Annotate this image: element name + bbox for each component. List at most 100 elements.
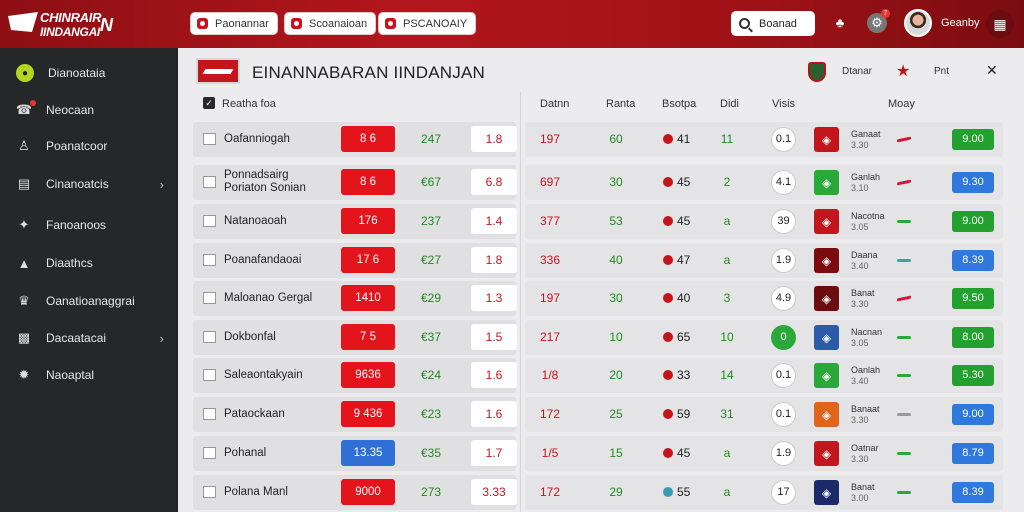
- value-button[interactable]: 8.79: [952, 443, 994, 464]
- sidebar-item-8[interactable]: ▩ Dacaatacai ›: [17, 330, 164, 346]
- team-flag-icon: [203, 331, 216, 343]
- header-label-1[interactable]: Dtanar: [842, 66, 873, 77]
- user-name[interactable]: Geanby: [941, 17, 980, 29]
- sidebar-item-1[interactable]: ● Dianoataia: [0, 55, 178, 91]
- stats-row[interactable]: 172 29 55 a 17 ◈ Banat 3.00 8.39: [525, 475, 1003, 510]
- rating-circle[interactable]: 4.1: [771, 170, 796, 195]
- column-header-2[interactable]: Ranta: [606, 98, 636, 110]
- table-row[interactable]: Dokbonfal 7 5 €37 1.5: [193, 320, 517, 355]
- score-box[interactable]: 9000: [341, 479, 395, 505]
- stat-value-1: 336: [539, 253, 561, 267]
- stats-row[interactable]: 1/5 15 45 a 1.9 ◈ Oatnar 3.30 8.79: [525, 436, 1003, 471]
- rating-circle[interactable]: 1.9: [771, 248, 796, 273]
- column-header-5[interactable]: Visis: [772, 98, 796, 110]
- score-box[interactable]: 9 436: [341, 401, 395, 427]
- column-header-1[interactable]: Datnn: [540, 98, 570, 110]
- table-row[interactable]: Pataockaan 9 436 €23 1.6: [193, 397, 517, 432]
- odds-button[interactable]: 1.8: [471, 247, 517, 273]
- value-button[interactable]: 9.30: [952, 172, 994, 193]
- search-box[interactable]: Boanad: [731, 11, 815, 36]
- club-info: Nacotna 3.05: [851, 211, 885, 232]
- value-button[interactable]: 9.50: [952, 288, 994, 309]
- nav-pill-3[interactable]: PSCANOAIY: [378, 12, 477, 35]
- rating-circle[interactable]: 0.1: [771, 363, 796, 388]
- value-button[interactable]: 8.00: [952, 327, 994, 348]
- checkbox-icon[interactable]: ✓: [203, 97, 215, 109]
- sidebar-item-9[interactable]: ✹ Naoaptal: [0, 357, 178, 393]
- rating-circle[interactable]: 4.9: [771, 286, 796, 311]
- odds-button[interactable]: 1.6: [471, 401, 517, 427]
- score-box[interactable]: 9636: [341, 362, 395, 388]
- sidebar-item-4[interactable]: ▤ Cinanoatcis ›: [17, 176, 164, 192]
- score-box[interactable]: 8 6: [341, 169, 395, 195]
- table-row[interactable]: Ponnadsairg Poriaton Sonian 8 6 €67 6.8: [193, 165, 517, 200]
- score-box[interactable]: 1410: [341, 285, 395, 311]
- stats-row[interactable]: 697 30 45 2 4.1 ◈ Ganlah 3.10 9.30: [525, 165, 1003, 200]
- rating-circle[interactable]: 0.1: [771, 127, 796, 152]
- column-header-matches[interactable]: Reatha foa: [222, 98, 276, 110]
- trend-arrow-icon: [897, 179, 911, 186]
- score-box[interactable]: 17 6: [341, 247, 395, 273]
- odds-button[interactable]: 1.3: [471, 285, 517, 311]
- odds-button[interactable]: 1.8: [471, 126, 517, 152]
- odds-button[interactable]: 1.6: [471, 362, 517, 388]
- sidebar-item-7[interactable]: ♛ Oanatioanaggrai: [0, 283, 178, 319]
- stat-value-1: 172: [539, 485, 561, 499]
- table-row[interactable]: Poanafandaoai 17 6 €27 1.8: [193, 243, 517, 278]
- odds-button[interactable]: 3.33: [471, 479, 517, 505]
- app-logo[interactable]: CHINRAIR IINDANGAIN: [8, 8, 132, 40]
- menu-icon[interactable]: ▦: [986, 10, 1014, 38]
- odds-button[interactable]: 6.8: [471, 169, 517, 195]
- team-icon[interactable]: ♣: [835, 15, 845, 30]
- nav-pill-2[interactable]: Scoanaioan: [284, 12, 377, 35]
- column-header-6[interactable]: Moay: [888, 98, 915, 110]
- rating-circle[interactable]: 1.9: [771, 441, 796, 466]
- rating-circle[interactable]: 0.1: [771, 402, 796, 427]
- value-button[interactable]: 5.30: [952, 365, 994, 386]
- score-box[interactable]: 8 6: [341, 126, 395, 152]
- score-box[interactable]: 7 5: [341, 324, 395, 350]
- star-icon[interactable]: ★: [896, 63, 911, 80]
- stats-row[interactable]: 377 53 45 a 39 ◈ Nacotna 3.05 9.00: [525, 204, 1003, 239]
- column-header-3[interactable]: Bsotpa: [662, 98, 697, 110]
- sidebar-item-3[interactable]: ♙ Poanatcoor: [0, 128, 178, 164]
- trend-arrow-icon: [897, 452, 911, 455]
- rating-circle[interactable]: 0: [771, 325, 796, 350]
- score-box[interactable]: 176: [341, 208, 395, 234]
- sidebar-item-2[interactable]: ☎ Neocaan: [15, 100, 95, 117]
- score-box[interactable]: 13.35: [341, 440, 395, 466]
- sidebar-item-5[interactable]: ✦ Fanoanoos: [0, 207, 178, 243]
- rating-circle[interactable]: 17: [771, 480, 796, 505]
- nav-pill-1[interactable]: Paonannar: [190, 12, 278, 35]
- stats-row[interactable]: 217 10 65 10 0 ◈ Nacnan 3.05 8.00: [525, 320, 1003, 355]
- header-label-2[interactable]: Pnt: [934, 66, 950, 77]
- table-row[interactable]: Pohanal 13.35 €35 1.7: [193, 436, 517, 471]
- odds-button[interactable]: 1.7: [471, 440, 517, 466]
- odds-button[interactable]: 1.4: [471, 208, 517, 234]
- table-row[interactable]: Polana Manl 9000 273 3.33: [193, 475, 517, 510]
- stats-row[interactable]: 1/8 20 33 14 0.1 ◈ Oanlah 3.40 5.30: [525, 358, 1003, 393]
- stats-row[interactable]: 197 30 40 3 4.9 ◈ Banat 3.30 9.50: [525, 281, 1003, 316]
- settings-icon[interactable]: ⚙: [867, 13, 887, 33]
- stat-value-2: 29: [609, 485, 623, 499]
- rating-circle[interactable]: 39: [771, 209, 796, 234]
- avatar[interactable]: [904, 9, 932, 37]
- value-button[interactable]: 8.39: [952, 482, 994, 503]
- column-header-4[interactable]: Didi: [720, 98, 739, 110]
- table-row[interactable]: Natanoaoah 176 237 1.4: [193, 204, 517, 239]
- table-row[interactable]: Oafanniogah 8 6 247 1.8: [193, 122, 517, 157]
- table-row[interactable]: Saleaontakyain 9636 €24 1.6: [193, 358, 517, 393]
- value-button[interactable]: 9.00: [952, 404, 994, 425]
- stats-row[interactable]: 336 40 47 a 1.9 ◈ Daana 3.40 8.39: [525, 243, 1003, 278]
- close-icon[interactable]: ✕: [986, 62, 998, 78]
- sidebar-item-6[interactable]: ▲ Diaathcs: [17, 255, 93, 271]
- value-button[interactable]: 8.39: [952, 250, 994, 271]
- team-flag-icon: [203, 215, 216, 227]
- odds-button[interactable]: 1.5: [471, 324, 517, 350]
- value-button[interactable]: 9.00: [952, 129, 994, 150]
- stats-row[interactable]: 172 25 59 31 0.1 ◈ Banaat 3.30 9.00: [525, 397, 1003, 432]
- table-row[interactable]: Maloanao Gergal 1410 €29 1.3: [193, 281, 517, 316]
- value-button[interactable]: 9.00: [952, 211, 994, 232]
- team-name: Dokbonfal: [224, 331, 276, 343]
- stats-row[interactable]: 197 60 41 11 0.1 ◈ Ganaat 3.30 9.00: [525, 122, 1003, 157]
